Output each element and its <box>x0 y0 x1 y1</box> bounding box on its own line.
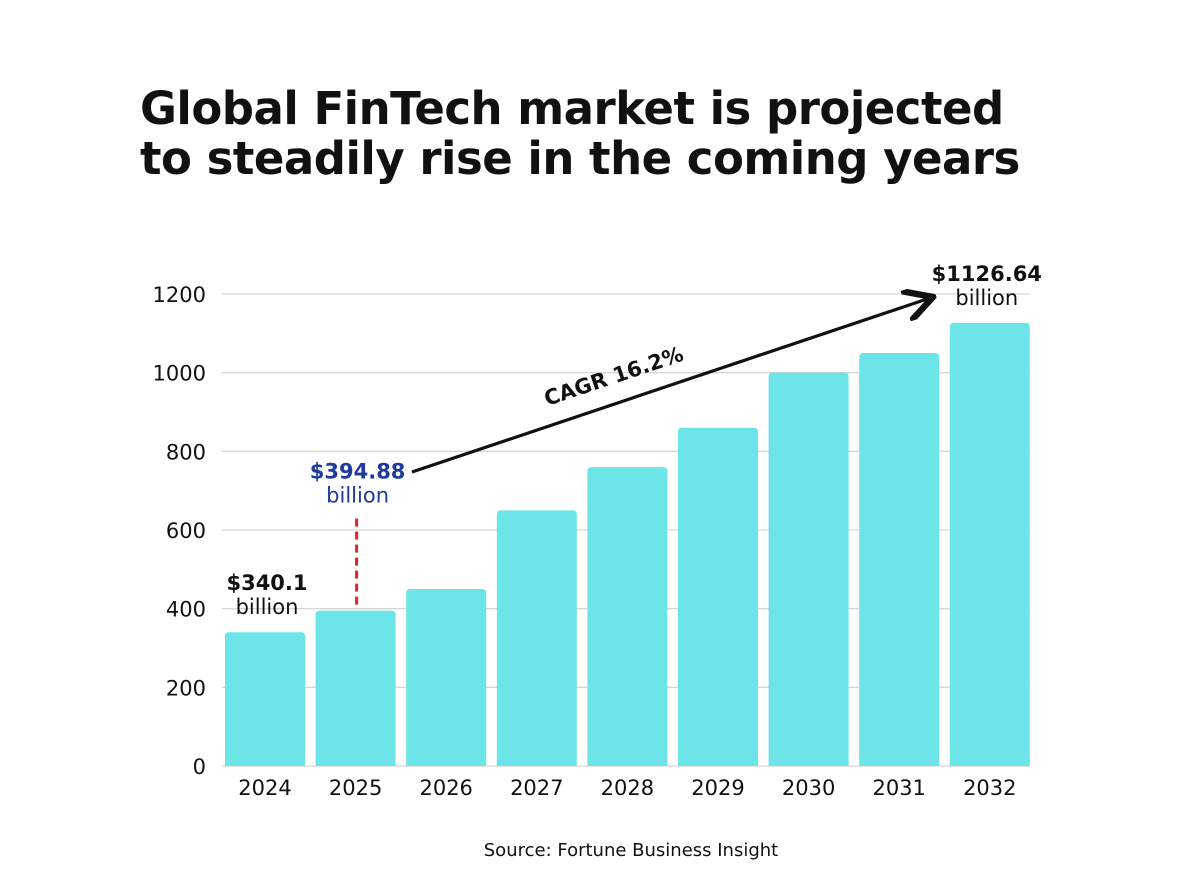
title-line-2: to steadily rise in the coming years <box>140 132 1020 185</box>
unit-label: billion <box>326 484 389 508</box>
x-tick-label: 2027 <box>510 776 563 800</box>
unit-label: billion <box>236 595 299 619</box>
unit-label: billion <box>955 286 1018 310</box>
value-label: $1126.64 <box>932 262 1042 286</box>
bar-2030 <box>768 372 849 766</box>
y-tick-label: 600 <box>166 519 206 543</box>
bar-2029 <box>678 427 758 766</box>
bar-2025 <box>315 610 396 766</box>
chart-title: Global FinTech market is projected to st… <box>140 84 1020 184</box>
bar-2026 <box>406 589 487 766</box>
x-tick-label: 2024 <box>238 776 291 800</box>
y-tick-label: 1200 <box>153 283 206 307</box>
x-tick-label: 2031 <box>872 776 925 800</box>
y-tick-label: 1000 <box>153 362 206 386</box>
y-tick-label: 0 <box>193 755 206 779</box>
cagr-label: CAGR 16.2% <box>541 342 686 411</box>
y-tick-label: 800 <box>166 440 206 464</box>
x-tick-label: 2032 <box>963 776 1016 800</box>
x-tick-label: 2026 <box>419 776 472 800</box>
value-label: $340.1 <box>226 571 307 595</box>
value-label: $394.88 <box>310 460 406 484</box>
trend-arrow <box>411 298 930 474</box>
bar-2027 <box>496 510 577 766</box>
y-tick-label: 200 <box>166 676 206 700</box>
source-note: Source: Fortune Business Insight <box>483 840 779 861</box>
x-tick-label: 2030 <box>782 776 835 800</box>
x-tick-label: 2029 <box>691 776 744 800</box>
bar-2024 <box>225 632 305 766</box>
y-tick-label: 400 <box>166 598 206 622</box>
bar-2028 <box>587 467 668 766</box>
title-line-1: Global FinTech market is projected <box>140 82 1004 135</box>
x-tick-label: 2025 <box>329 776 382 800</box>
bar-2031 <box>859 353 940 766</box>
bar-2032 <box>949 322 1030 766</box>
x-tick-label: 2028 <box>601 776 654 800</box>
